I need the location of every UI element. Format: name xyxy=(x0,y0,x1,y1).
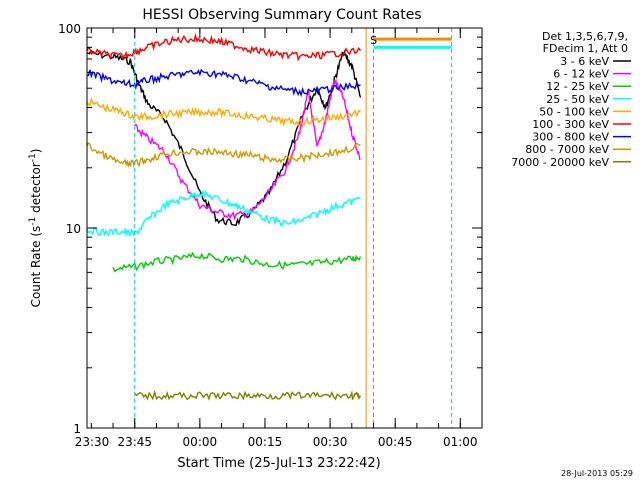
x-tick-label-1: 23:45 xyxy=(117,435,152,449)
x-tick-label-4: 00:30 xyxy=(313,435,348,449)
chart-title: HESSI Observing Summary Count Rates xyxy=(142,7,421,23)
series-line-1 xyxy=(135,81,361,219)
x-tick-label-6: 01:00 xyxy=(443,435,478,449)
y-axis-label-end: ) xyxy=(29,149,43,154)
y-tick-label-2: 100 xyxy=(58,22,81,36)
x-tick-label-3: 00:15 xyxy=(248,435,283,449)
legend-header-2: FDecim 1, Att 0 xyxy=(543,42,628,55)
y-axis-label-mid: detector xyxy=(29,162,43,217)
y-tick-label-1: 10 xyxy=(66,222,81,236)
legend-entry-label-1: 6 - 12 keV xyxy=(553,68,609,81)
series-line-8 xyxy=(135,392,361,399)
footer-timestamp: 28-Jul-2013 05:29 xyxy=(561,469,633,478)
chart-marks: S xyxy=(87,28,452,428)
x-tick-label-2: 00:00 xyxy=(183,435,218,449)
legend-entry-label-2: 12 - 25 keV xyxy=(546,80,609,93)
y-axis-label: Count Rate (s-1 detector-1) xyxy=(28,149,43,308)
y-axis-label-main: Count Rate (s xyxy=(29,226,43,308)
series-line-7 xyxy=(87,143,361,166)
legend-entry-label-0: 3 - 6 keV xyxy=(560,55,609,68)
legend-entry-label-3: 25 - 50 keV xyxy=(546,93,609,106)
y-tick-label-0: 1 xyxy=(73,422,81,436)
chart-legend: Det 1,3,5,6,7,9, FDecim 1, Att 0 3 - 6 k… xyxy=(511,30,631,169)
legend-entry-label-6: 300 - 800 keV xyxy=(532,131,609,144)
series-line-4 xyxy=(87,99,361,125)
flag-label: S xyxy=(370,34,377,47)
x-tick-label-5: 00:45 xyxy=(378,435,413,449)
y-axis-label-sup2: -1 xyxy=(28,153,38,162)
legend-entry-label-4: 50 - 100 keV xyxy=(539,105,609,118)
x-axis-label: Start Time (25-Jul-13 23:22:42) xyxy=(177,456,380,471)
y-axis-label-sup1: -1 xyxy=(28,217,38,226)
series-line-2 xyxy=(113,253,361,271)
count-rates-chart: HESSI Observing Summary Count Rates S 1 1… xyxy=(0,0,640,480)
x-tick-label-0: 23:30 xyxy=(75,435,110,449)
legend-entry-label-5: 100 - 300 keV xyxy=(532,118,609,131)
plot-frame xyxy=(87,28,482,428)
legend-entry-label-8: 7000 - 20000 keV xyxy=(511,156,609,169)
series-line-5 xyxy=(87,36,361,60)
legend-entry-label-7: 800 - 7000 keV xyxy=(525,143,609,156)
